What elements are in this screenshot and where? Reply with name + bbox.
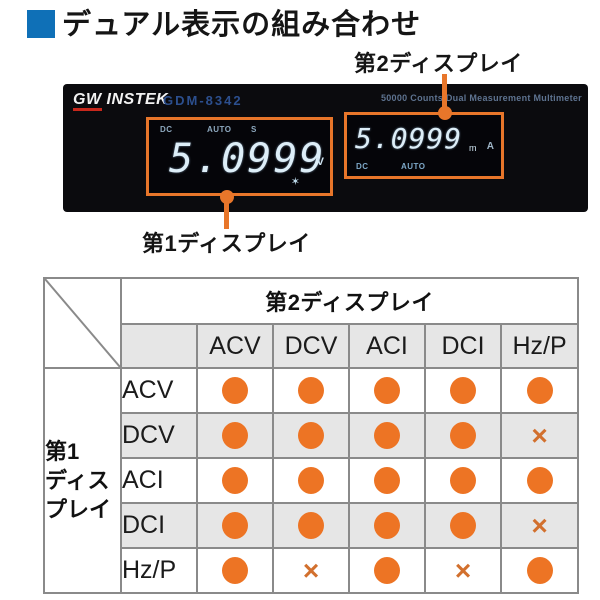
display2-pointer-line <box>442 74 447 116</box>
circle-mark-icon <box>450 467 476 494</box>
row-label-acv: ACV <box>120 367 198 414</box>
row-group-line: ディス <box>45 467 110 493</box>
model-number: GDM-8342 <box>163 93 243 108</box>
circle-mark-icon <box>374 467 400 494</box>
cross-mark-icon <box>455 557 471 585</box>
cell-dcv-acv <box>196 412 274 459</box>
display1-indicator-auto: AUTO <box>207 125 232 134</box>
circle-mark-icon <box>298 512 324 539</box>
circle-mark-icon <box>222 467 248 494</box>
circle-mark-icon <box>222 422 248 449</box>
display2-indicator-auto: AUTO <box>401 162 426 171</box>
display1-indicator-dc: DC <box>160 125 173 134</box>
circle-mark-icon <box>526 377 553 404</box>
column-header-empty <box>120 323 198 369</box>
cell-acv-aci <box>348 367 426 414</box>
cell-aci-hzp <box>499 457 580 504</box>
cross-mark-icon <box>303 557 319 585</box>
circle-mark-icon <box>450 377 476 404</box>
cell-dcv-hzp <box>499 412 580 459</box>
display1-pointer-line <box>224 196 229 229</box>
display2: 5.0999 m A DC AUTO <box>344 112 504 179</box>
cell-dci-hzp <box>499 502 580 549</box>
display1-callout-label: 第1ディスプレイ <box>142 231 311 256</box>
display1-value: 5.0999 <box>169 136 326 182</box>
circle-mark-icon <box>222 377 248 404</box>
cell-hzp-aci <box>348 547 426 594</box>
circle-mark-icon <box>374 512 400 539</box>
row-group-line: 第1 <box>45 438 80 464</box>
display2-indicator-dc: DC <box>356 162 369 171</box>
circle-mark-icon <box>298 377 324 404</box>
diagonal-line-icon <box>45 279 120 367</box>
combination-table: 第2ディスプレイ ACV DCV ACI DCI Hz/P 第1 ディス プレイ… <box>43 277 580 594</box>
circle-mark-icon <box>222 512 248 539</box>
display2-pointer-dot <box>438 106 452 120</box>
diagonal-cell <box>43 277 122 369</box>
circle-mark-icon <box>222 557 248 584</box>
circle-mark-icon <box>450 422 476 449</box>
display1-pointer-dot <box>220 190 234 204</box>
cell-acv-acv <box>196 367 274 414</box>
column-header-acv: ACV <box>196 323 274 369</box>
display2-milli-prefix: m <box>469 143 477 153</box>
cell-dci-dcv <box>272 502 350 549</box>
row-label-dci: DCI <box>120 502 198 549</box>
brand-instek: INSTEK <box>106 91 169 108</box>
column-header-hzp: Hz/P <box>499 323 580 369</box>
cell-hzp-dci <box>424 547 502 594</box>
circle-mark-icon <box>526 467 553 494</box>
title-bullet-square <box>27 10 55 38</box>
display2-value: 5.0999 <box>355 122 463 155</box>
row-label-aci: ACI <box>120 457 198 504</box>
cell-aci-acv <box>196 457 274 504</box>
display2-unit: A <box>486 141 494 152</box>
row-group-header: 第1 ディス プレイ <box>43 367 122 594</box>
cell-dcv-dcv <box>272 412 350 459</box>
circle-mark-icon <box>298 422 324 449</box>
row-group-line: プレイ <box>45 497 112 523</box>
page-title: デュアル表示の組み合わせ <box>62 9 422 41</box>
cell-dci-acv <box>196 502 274 549</box>
cell-acv-hzp <box>499 367 580 414</box>
column-header-dci: DCI <box>424 323 502 369</box>
cell-acv-dcv <box>272 367 350 414</box>
cell-aci-aci <box>348 457 426 504</box>
cell-hzp-acv <box>196 547 274 594</box>
column-header-dcv: DCV <box>272 323 350 369</box>
cell-acv-dci <box>424 367 502 414</box>
cross-mark-icon <box>531 512 547 540</box>
brand-gw: GW <box>73 91 102 111</box>
cross-mark-icon <box>531 422 547 450</box>
cell-dcv-aci <box>348 412 426 459</box>
cell-dcv-dci <box>424 412 502 459</box>
circle-mark-icon <box>374 557 400 584</box>
col-group-header: 第2ディスプレイ <box>119 277 580 325</box>
multimeter-panel: GW INSTEK GDM-8342 50000 Counts Dual Meas… <box>63 84 588 212</box>
device-tagline: 50000 Counts Dual Measurement Multimeter <box>380 93 582 103</box>
cell-aci-dcv <box>272 457 350 504</box>
cell-hzp-dcv <box>272 547 350 594</box>
cell-dci-aci <box>348 502 426 549</box>
display1-indicator-s: S <box>251 125 257 134</box>
brand-logo: GW INSTEK <box>73 91 169 111</box>
display1-unit: V <box>316 156 324 168</box>
cell-hzp-hzp <box>499 547 580 594</box>
circle-mark-icon <box>450 512 476 539</box>
cell-aci-dci <box>424 457 502 504</box>
circle-mark-icon <box>526 557 553 584</box>
display1: DC AUTO S 5.0999 ✶ V <box>146 117 333 196</box>
row-label-hzp: Hz/P <box>120 547 198 594</box>
circle-mark-icon <box>374 422 400 449</box>
display2-callout-label: 第2ディスプレイ <box>354 51 523 76</box>
row-label-dcv: DCV <box>120 412 198 459</box>
star-icon: ✶ <box>290 176 300 188</box>
circle-mark-icon <box>374 377 400 404</box>
circle-mark-icon <box>298 467 324 494</box>
cell-dci-dci <box>424 502 502 549</box>
column-header-aci: ACI <box>348 323 426 369</box>
